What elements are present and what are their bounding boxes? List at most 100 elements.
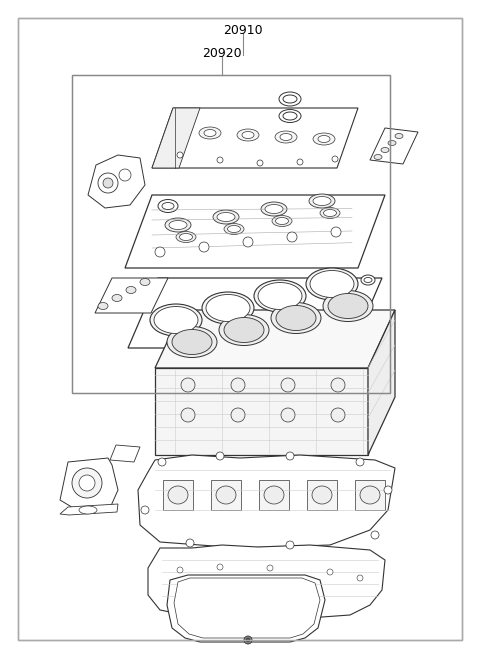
- Polygon shape: [307, 480, 337, 510]
- Ellipse shape: [176, 231, 196, 242]
- Ellipse shape: [313, 196, 331, 206]
- Bar: [72, 75, 390, 393]
- Ellipse shape: [169, 221, 187, 229]
- Ellipse shape: [126, 286, 136, 293]
- Circle shape: [356, 458, 364, 466]
- Circle shape: [267, 565, 273, 571]
- Bar: [72, 75, 390, 393]
- Polygon shape: [355, 480, 385, 510]
- Ellipse shape: [275, 131, 297, 143]
- Polygon shape: [370, 128, 418, 164]
- Ellipse shape: [204, 130, 216, 136]
- Polygon shape: [167, 575, 325, 642]
- Circle shape: [119, 169, 131, 181]
- Ellipse shape: [98, 303, 108, 310]
- Polygon shape: [259, 480, 289, 510]
- Ellipse shape: [271, 303, 321, 333]
- Circle shape: [257, 160, 263, 166]
- Ellipse shape: [254, 280, 306, 312]
- Ellipse shape: [258, 282, 302, 310]
- Circle shape: [243, 237, 253, 247]
- Ellipse shape: [361, 275, 375, 285]
- Text: 20920: 20920: [202, 47, 242, 60]
- Ellipse shape: [168, 486, 188, 504]
- Circle shape: [158, 458, 166, 466]
- Ellipse shape: [165, 218, 191, 232]
- Circle shape: [79, 475, 95, 491]
- Ellipse shape: [265, 204, 283, 214]
- Ellipse shape: [283, 95, 297, 103]
- Circle shape: [181, 378, 195, 392]
- Ellipse shape: [364, 278, 372, 282]
- Circle shape: [297, 159, 303, 165]
- Polygon shape: [60, 458, 118, 512]
- Ellipse shape: [140, 278, 150, 286]
- Ellipse shape: [276, 217, 288, 225]
- Ellipse shape: [381, 147, 389, 153]
- Ellipse shape: [318, 136, 330, 143]
- Polygon shape: [152, 108, 358, 168]
- Ellipse shape: [279, 109, 301, 122]
- Ellipse shape: [283, 112, 297, 120]
- Ellipse shape: [162, 202, 174, 210]
- Circle shape: [244, 636, 252, 644]
- Ellipse shape: [310, 271, 354, 297]
- Circle shape: [327, 569, 333, 575]
- Ellipse shape: [328, 293, 368, 318]
- Ellipse shape: [264, 486, 284, 504]
- Polygon shape: [128, 278, 382, 348]
- Ellipse shape: [276, 305, 316, 331]
- Ellipse shape: [206, 295, 250, 322]
- Ellipse shape: [388, 141, 396, 145]
- Ellipse shape: [216, 486, 236, 504]
- Circle shape: [286, 541, 294, 549]
- Polygon shape: [60, 504, 118, 515]
- Ellipse shape: [202, 292, 254, 324]
- Ellipse shape: [224, 318, 264, 343]
- Circle shape: [357, 575, 363, 581]
- Polygon shape: [368, 310, 395, 455]
- Circle shape: [371, 531, 379, 539]
- Ellipse shape: [320, 208, 340, 219]
- Ellipse shape: [242, 132, 254, 138]
- Ellipse shape: [237, 129, 259, 141]
- Circle shape: [72, 468, 102, 498]
- Circle shape: [281, 408, 295, 422]
- Polygon shape: [163, 480, 193, 510]
- Polygon shape: [174, 578, 320, 638]
- Ellipse shape: [219, 314, 269, 345]
- Ellipse shape: [309, 194, 335, 208]
- Polygon shape: [125, 195, 385, 268]
- Ellipse shape: [313, 133, 335, 145]
- Ellipse shape: [306, 268, 358, 300]
- Polygon shape: [155, 310, 395, 368]
- Circle shape: [231, 378, 245, 392]
- Ellipse shape: [154, 307, 198, 333]
- Polygon shape: [110, 445, 140, 462]
- Ellipse shape: [180, 233, 192, 240]
- Circle shape: [199, 242, 209, 252]
- Circle shape: [331, 227, 341, 237]
- Polygon shape: [148, 545, 385, 620]
- Ellipse shape: [312, 486, 332, 504]
- Circle shape: [155, 247, 165, 257]
- Ellipse shape: [272, 215, 292, 227]
- Circle shape: [384, 486, 392, 494]
- Polygon shape: [88, 155, 145, 208]
- Circle shape: [177, 152, 183, 158]
- Circle shape: [217, 564, 223, 570]
- Ellipse shape: [150, 304, 202, 336]
- Polygon shape: [95, 278, 168, 313]
- Ellipse shape: [79, 506, 97, 514]
- Ellipse shape: [217, 212, 235, 221]
- Ellipse shape: [323, 291, 373, 322]
- Text: 20910: 20910: [223, 24, 263, 37]
- Circle shape: [217, 157, 223, 163]
- Ellipse shape: [224, 223, 244, 234]
- Ellipse shape: [374, 155, 382, 160]
- Circle shape: [246, 638, 250, 642]
- Ellipse shape: [360, 486, 380, 504]
- Circle shape: [331, 408, 345, 422]
- Ellipse shape: [280, 134, 292, 141]
- Ellipse shape: [167, 326, 217, 358]
